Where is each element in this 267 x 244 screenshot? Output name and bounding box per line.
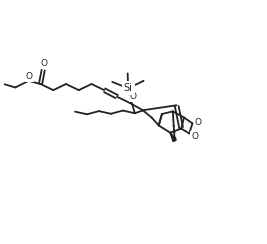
Polygon shape — [170, 133, 176, 142]
Text: O: O — [26, 72, 33, 81]
Text: O: O — [40, 59, 47, 68]
Text: O: O — [129, 92, 136, 101]
Text: O: O — [191, 132, 198, 141]
Text: O: O — [194, 118, 201, 126]
Text: Si: Si — [124, 83, 133, 93]
